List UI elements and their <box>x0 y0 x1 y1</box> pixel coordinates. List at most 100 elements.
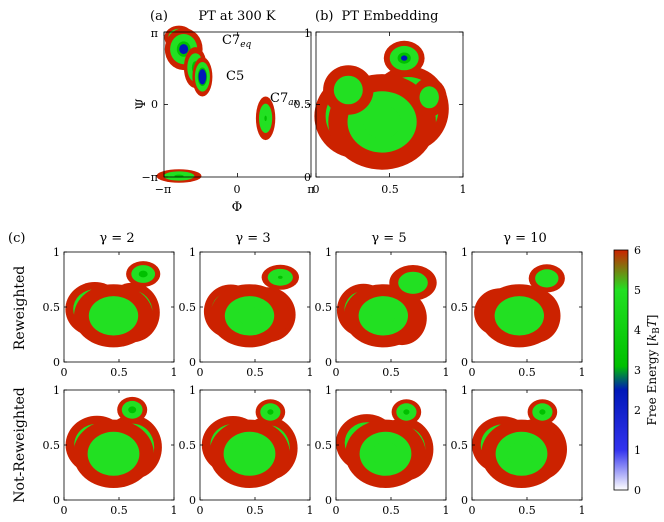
energy-contour <box>267 409 274 415</box>
y-tick-label: 0 <box>53 356 60 369</box>
colorbar-gradient <box>613 249 629 491</box>
energy-contour <box>179 44 189 55</box>
panel-b-xtick: 0.5 <box>381 183 399 196</box>
colorbar-tick: 3 <box>634 364 641 377</box>
panel-b-label: (b) <box>315 9 333 24</box>
y-tick-label: 0 <box>189 356 196 369</box>
x-tick-label: 0.5 <box>246 366 264 379</box>
energy-contour <box>371 306 396 326</box>
y-tick-label: 0 <box>461 356 468 369</box>
energy-contour <box>237 306 262 326</box>
y-tick-label: 1 <box>189 246 196 259</box>
heatmap-c-n-5 <box>335 389 447 501</box>
energy-contour <box>264 115 267 122</box>
panel-a-heatmap <box>156 25 312 183</box>
panel-b-ytick: 0.5 <box>294 98 312 111</box>
x-tick-label: 0.5 <box>518 366 536 379</box>
y-tick-label: 1 <box>53 246 60 259</box>
heatmap-c-n-3 <box>199 389 311 501</box>
y-tick-label: 1 <box>461 246 468 259</box>
y-tick-label: 0.5 <box>179 439 197 452</box>
x-tick-label: 0.5 <box>110 366 128 379</box>
energy-contour <box>403 409 410 415</box>
x-tick-label: 0 <box>333 366 340 379</box>
column-title-gamma-3: γ = 3 <box>235 231 270 246</box>
annotation-base: C7 <box>270 91 288 106</box>
panel-b-xtick: 1 <box>460 183 467 196</box>
x-tick-label: 1 <box>171 366 178 379</box>
colorbar-label-t: T <box>645 318 659 327</box>
y-tick-label: 0 <box>461 494 468 507</box>
y-tick-label: 0 <box>53 494 60 507</box>
heatmap-c-r-10 <box>471 251 583 363</box>
panel-b-heatmap <box>314 31 464 178</box>
panel-a-xtick: π <box>307 183 314 196</box>
y-tick-label: 0 <box>325 494 332 507</box>
x-tick-label: 0 <box>469 504 476 517</box>
x-tick-label: 1 <box>443 504 450 517</box>
panel-a-label: (a) <box>150 9 168 24</box>
energy-contour <box>507 441 536 466</box>
x-tick-label: 1 <box>443 366 450 379</box>
panel-b-title: PT Embedding <box>342 9 439 24</box>
x-tick-label: 0 <box>61 504 68 517</box>
panel-a-ytick: 0 <box>151 98 158 111</box>
colorbar-label-pre: Free Energy [ <box>645 341 659 425</box>
colorbar-label: Free Energy [kBT] <box>645 315 662 426</box>
x-tick-label: 0 <box>197 366 204 379</box>
panel-b-xtick: 0 <box>313 183 320 196</box>
panel-a-xtick: −π <box>155 183 171 196</box>
colorbar: 0 1 2 3 4 5 6 Free Energy [kBT] <box>613 244 662 497</box>
x-tick-label: 0.5 <box>382 504 400 517</box>
heatmap-a <box>156 25 312 183</box>
x-tick-label: 1 <box>307 366 314 379</box>
energy-contour <box>138 270 148 278</box>
colorbar-tick: 2 <box>634 404 641 417</box>
column-title-gamma-10: γ = 10 <box>503 231 546 246</box>
x-tick-label: 0 <box>333 504 340 517</box>
colorbar-tick: 5 <box>634 284 641 297</box>
x-tick-label: 0.5 <box>518 504 536 517</box>
annotation-c7eq: C7eq <box>222 33 252 50</box>
x-tick-label: 0 <box>61 366 68 379</box>
x-tick-label: 0 <box>469 366 476 379</box>
energy-contour <box>278 275 283 279</box>
x-tick-label: 0.5 <box>246 504 264 517</box>
y-tick-label: 0.5 <box>43 301 61 314</box>
heatmap-c-n-10 <box>471 389 583 501</box>
colorbar-tick: 0 <box>634 484 641 497</box>
y-tick-label: 1 <box>53 384 60 397</box>
panel-a-ytick: π <box>151 27 158 40</box>
annotation-base: C7 <box>222 33 240 48</box>
x-tick-label: 1 <box>307 504 314 517</box>
y-tick-label: 0.5 <box>315 301 333 314</box>
annotation-sub: ax <box>288 98 298 108</box>
colorbar-tick: 4 <box>634 324 641 337</box>
column-title-gamma-2: γ = 2 <box>99 231 134 246</box>
y-tick-label: 0.5 <box>179 301 197 314</box>
column-title-gamma-5: γ = 5 <box>371 231 406 246</box>
energy-contour <box>235 441 264 466</box>
heatmap-c-r-3 <box>199 251 311 363</box>
energy-contour <box>371 441 400 466</box>
colorbar-tick: 6 <box>634 244 641 257</box>
panel-b-ytick: 0 <box>304 171 311 184</box>
energy-contour <box>99 441 128 466</box>
energy-contour <box>507 306 532 326</box>
panel-a-ytick: −π <box>142 171 158 184</box>
heatmap-b <box>314 31 464 178</box>
energy-contour <box>128 406 137 414</box>
y-tick-label: 0 <box>189 494 196 507</box>
y-tick-label: 0.5 <box>451 301 469 314</box>
heatmap-c-r-2 <box>63 251 175 363</box>
y-tick-label: 0 <box>325 356 332 369</box>
panel-a-xtick: 0 <box>234 183 241 196</box>
y-tick-label: 0.5 <box>315 439 333 452</box>
heatmap-c-r-5 <box>335 251 447 363</box>
annotation-c7ax: C7ax <box>270 91 299 108</box>
x-tick-label: 1 <box>579 366 586 379</box>
panel-a-ylabel: Ψ <box>134 98 149 109</box>
energy-contour <box>333 75 363 105</box>
x-tick-label: 0.5 <box>110 504 128 517</box>
